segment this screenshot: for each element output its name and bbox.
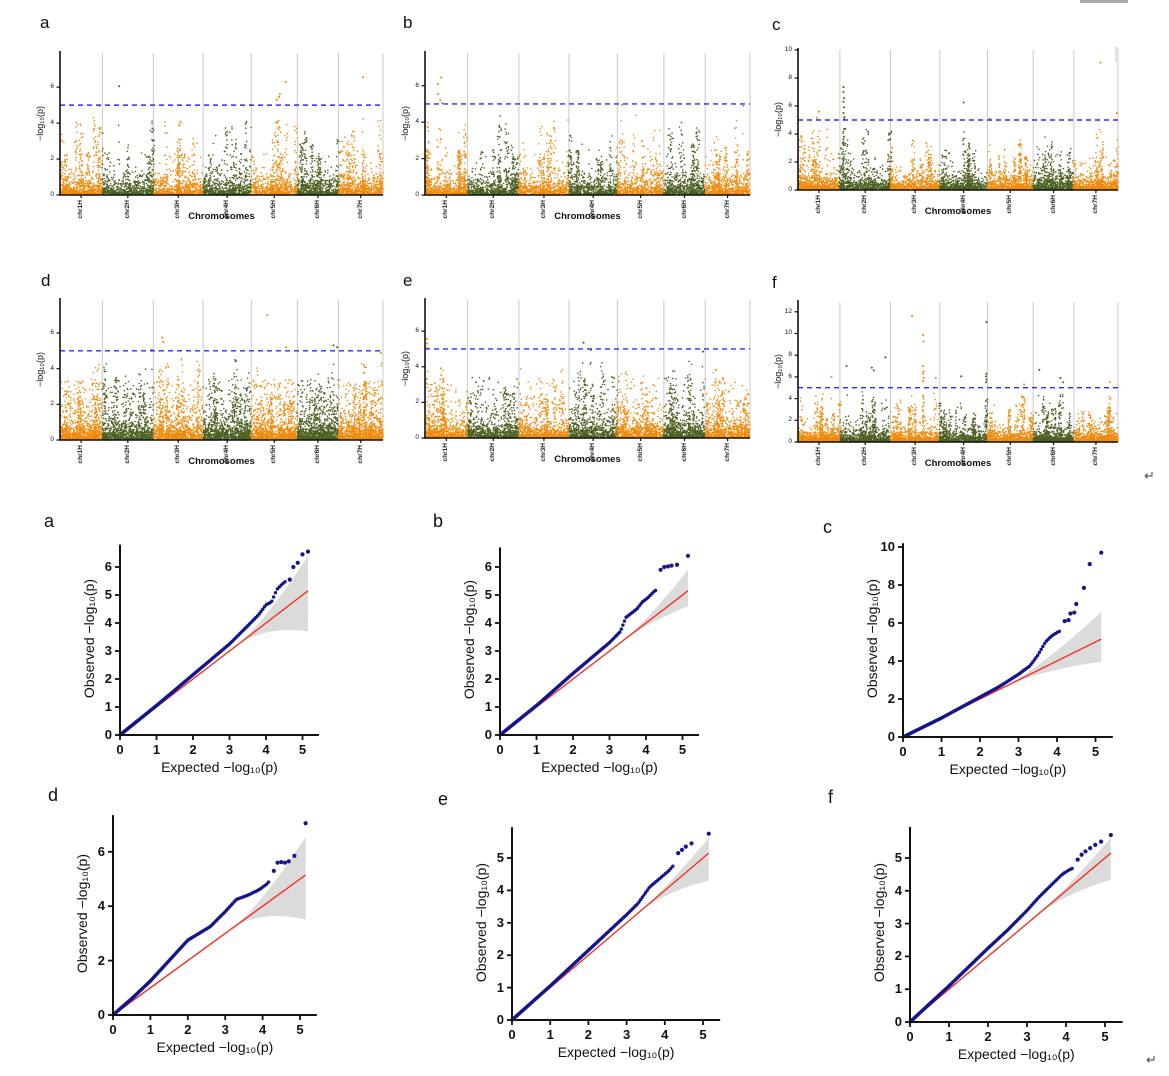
scrollbar-artifact bbox=[1115, 47, 1118, 62]
paragraph-return-marker: ↵ bbox=[1144, 468, 1155, 483]
paragraph-return-marker: ↵ bbox=[1146, 1052, 1157, 1067]
window-edge-artifact bbox=[1080, 0, 1128, 3]
